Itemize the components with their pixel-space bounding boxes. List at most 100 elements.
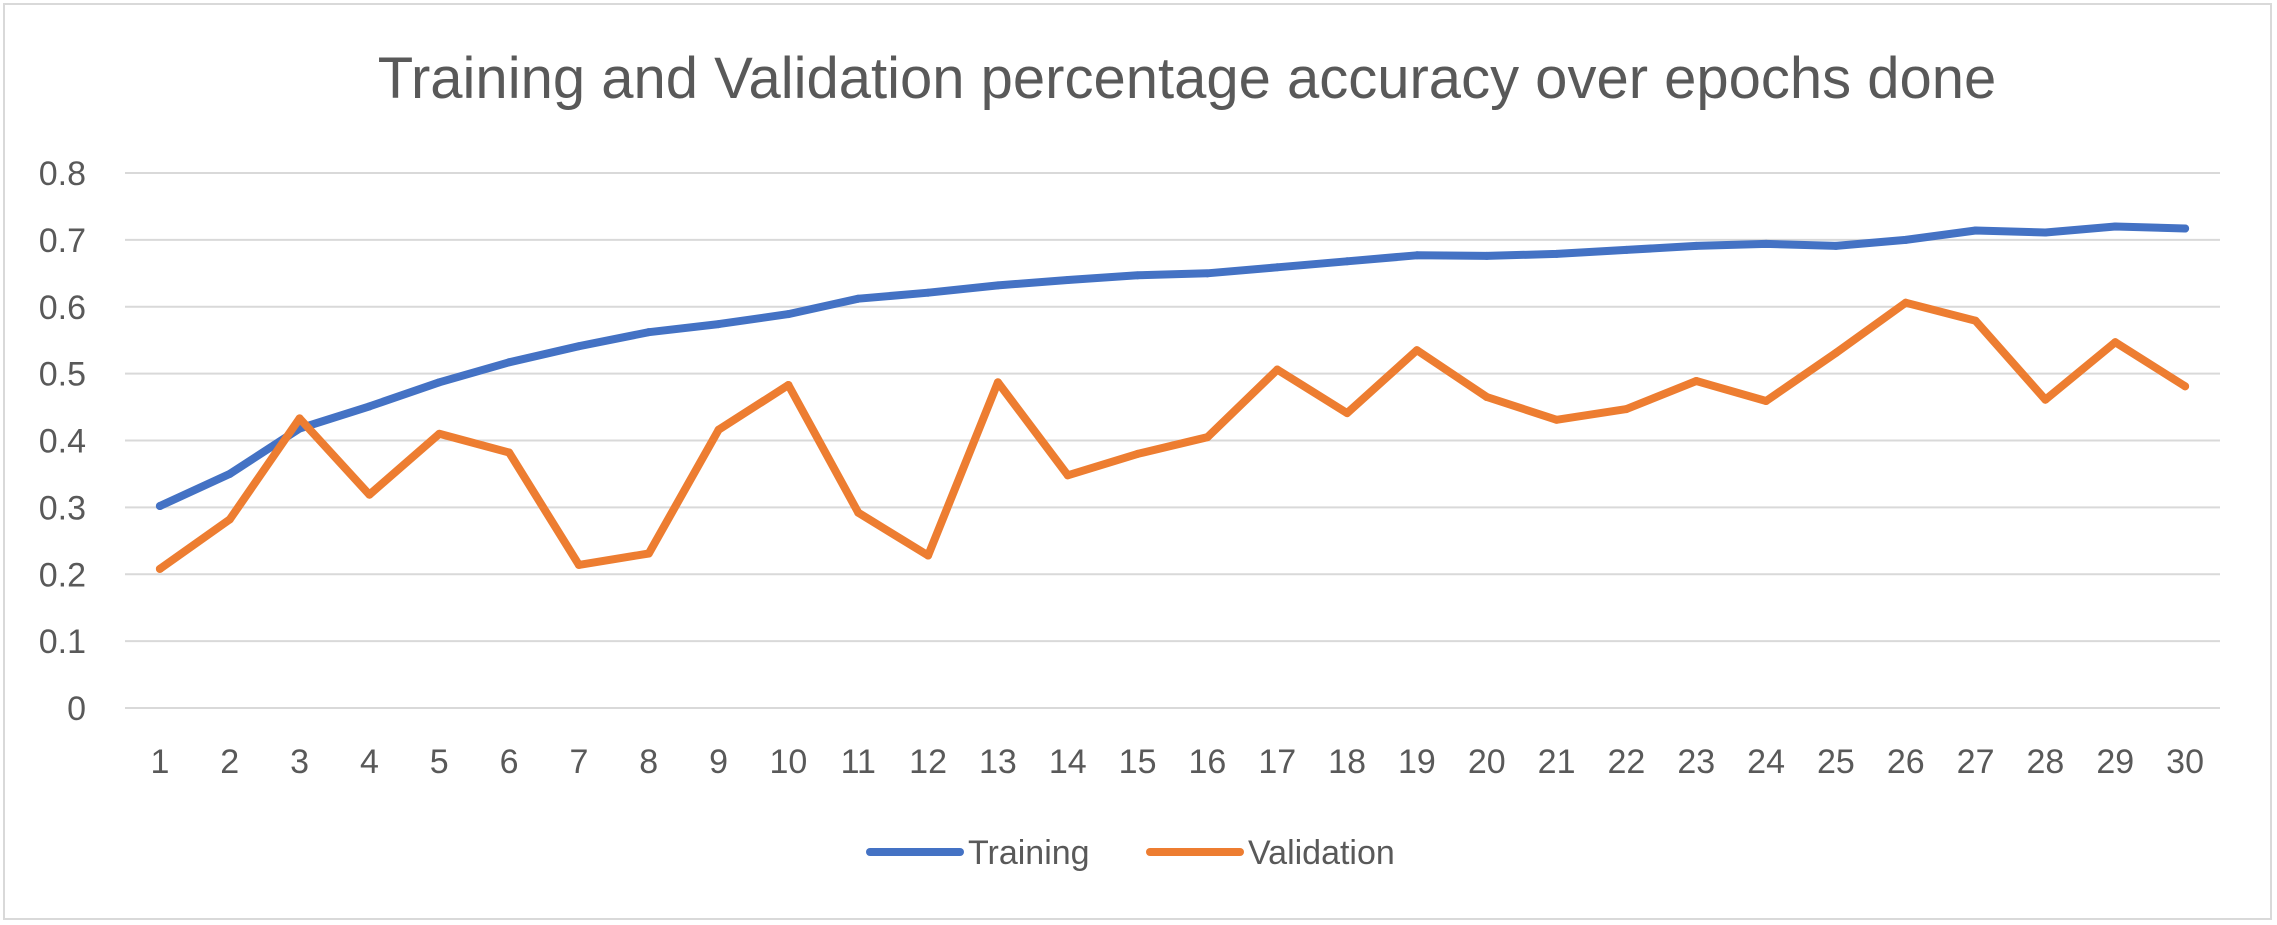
y-tick-label: 0.3 (39, 489, 86, 527)
x-tick-label: 22 (1608, 743, 1646, 781)
x-tick-label: 12 (909, 743, 947, 781)
data-point-validation (155, 564, 164, 573)
x-tick-label: 2 (220, 743, 239, 781)
x-tick-label: 30 (2166, 743, 2204, 781)
x-tick-label: 5 (430, 743, 449, 781)
data-point-training (1552, 249, 1561, 258)
chart-frame (3, 3, 2272, 920)
data-point-validation (574, 560, 583, 569)
data-point-validation (2111, 338, 2120, 347)
data-point-training (714, 320, 723, 329)
y-tick-label: 0.5 (39, 356, 86, 394)
data-point-training (993, 281, 1002, 290)
data-point-validation (1901, 298, 1910, 307)
data-point-validation (1412, 346, 1421, 355)
data-point-validation (505, 448, 514, 457)
data-point-training (505, 358, 514, 367)
x-tick-label: 1 (150, 743, 169, 781)
data-point-validation (2181, 382, 2190, 391)
data-point-validation (1203, 433, 1212, 442)
data-point-training (1482, 251, 1491, 260)
data-point-validation (924, 551, 933, 560)
data-point-training (2111, 222, 2120, 231)
x-tick-label: 8 (639, 743, 658, 781)
data-point-validation (435, 429, 444, 438)
chart-title: Training and Validation percentage accur… (378, 46, 1997, 111)
data-point-validation (993, 378, 1002, 387)
data-point-validation (1273, 365, 1282, 374)
y-tick-label: 0.8 (39, 155, 86, 193)
y-tick-label: 0 (67, 690, 86, 728)
data-point-validation (854, 508, 863, 517)
data-point-validation (1482, 393, 1491, 402)
gridlines (125, 172, 2220, 709)
data-point-validation (1552, 415, 1561, 424)
data-point-validation (295, 414, 304, 423)
data-point-training (1692, 241, 1701, 250)
data-point-validation (714, 425, 723, 434)
data-point-validation (1063, 471, 1072, 480)
x-tick-label: 17 (1258, 743, 1296, 781)
data-point-validation (1343, 409, 1352, 418)
data-point-training (225, 469, 234, 478)
x-tick-label: 25 (1817, 743, 1855, 781)
x-tick-label: 16 (1189, 743, 1227, 781)
data-point-training (854, 294, 863, 303)
data-point-validation (644, 549, 653, 558)
data-point-training (1343, 257, 1352, 266)
x-tick-label: 14 (1049, 743, 1087, 781)
x-tick-label: 4 (360, 743, 379, 781)
x-axis-ticks: 1 2 3 4 5 6 7 8 9 10 11 12 13 14 15 16 17 18 19 20 21 22 23 24 2… (150, 743, 2204, 781)
x-tick-label: 29 (2096, 743, 2134, 781)
data-point-training (924, 288, 933, 297)
x-tick-label: 3 (290, 743, 309, 781)
data-point-training (1412, 251, 1421, 260)
data-point-training (644, 328, 653, 337)
x-tick-label: 26 (1887, 743, 1925, 781)
y-tick-label: 0.7 (39, 222, 86, 260)
data-point-training (2181, 224, 2190, 233)
x-tick-label: 27 (1957, 743, 1995, 781)
legend: Training Validation (866, 834, 1395, 872)
data-point-training (1133, 271, 1142, 280)
series-line-training (155, 222, 2190, 510)
legend-label-training: Training (968, 834, 1090, 872)
data-point-validation (365, 490, 374, 499)
data-point-training (435, 378, 444, 387)
data-point-validation (1133, 449, 1142, 458)
data-point-validation (784, 380, 793, 389)
data-point-training (155, 502, 164, 511)
x-tick-label: 18 (1328, 743, 1366, 781)
x-tick-label: 20 (1468, 743, 1506, 781)
y-tick-label: 0.4 (39, 423, 86, 461)
data-point-training (1063, 276, 1072, 284)
data-point-training (1203, 269, 1212, 278)
data-point-training (1622, 245, 1631, 254)
x-tick-label: 24 (1747, 743, 1785, 781)
data-point-validation (1831, 348, 1840, 357)
data-point-validation (1762, 397, 1771, 406)
data-point-training (365, 402, 374, 411)
x-tick-label: 11 (841, 743, 876, 781)
data-point-training (1971, 226, 1980, 235)
data-point-training (1831, 241, 1840, 250)
data-point-validation (1692, 376, 1701, 385)
data-point-validation (2041, 395, 2050, 404)
data-point-validation (1971, 316, 1980, 325)
data-point-training (2041, 228, 2050, 237)
data-point-training (574, 342, 583, 351)
y-tick-label: 0.2 (39, 556, 86, 594)
x-tick-label: 13 (979, 743, 1017, 781)
x-tick-label: 23 (1677, 743, 1715, 781)
data-point-validation (225, 515, 234, 524)
x-tick-label: 21 (1538, 743, 1576, 781)
x-tick-label: 15 (1119, 743, 1157, 781)
series-lines (155, 222, 2190, 573)
data-point-training (1762, 239, 1771, 248)
x-tick-label: 9 (709, 743, 728, 781)
x-tick-label: 10 (770, 743, 808, 781)
x-tick-label: 6 (500, 743, 519, 781)
y-tick-label: 0.1 (39, 623, 86, 661)
x-tick-label: 28 (2027, 743, 2065, 781)
